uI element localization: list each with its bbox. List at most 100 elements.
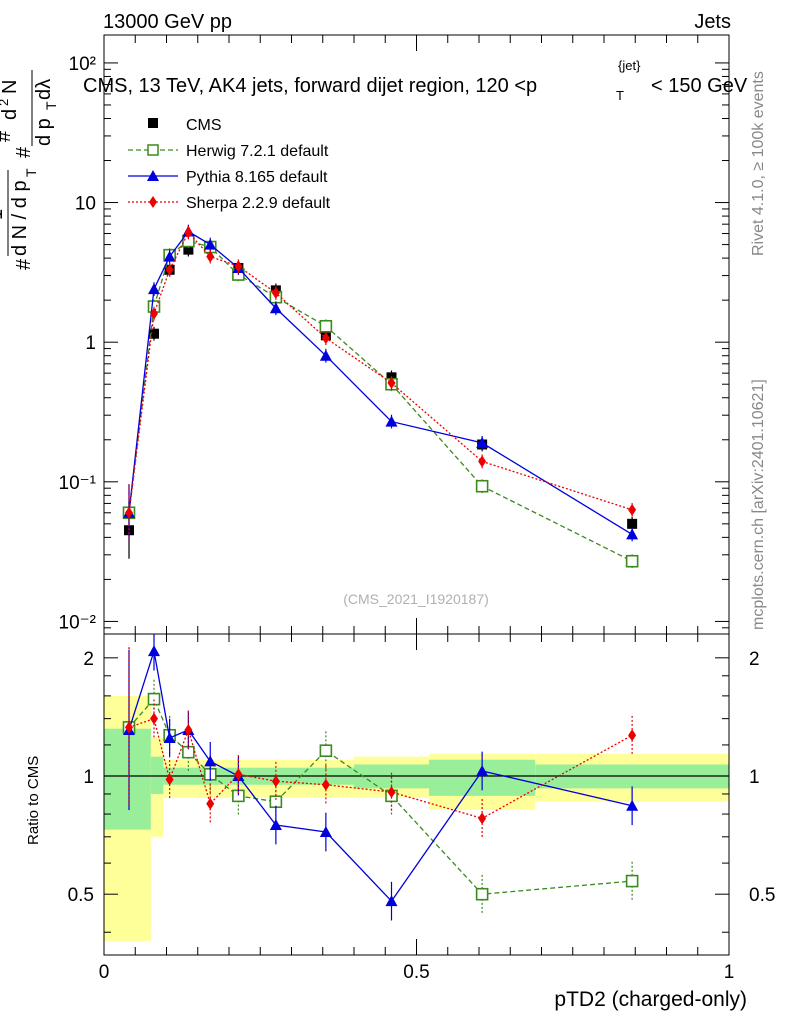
- svg-text:T: T: [616, 88, 624, 103]
- marker-sherpa: [387, 377, 396, 390]
- x-axis-label: pTD2 (charged-only): [554, 988, 747, 1011]
- svg-text:T: T: [23, 168, 39, 177]
- marker-pythia: [204, 238, 217, 250]
- marker-herwig: [269, 795, 283, 809]
- svg-text:CMS, 13 TeV, AK4 jets, forward: CMS, 13 TeV, AK4 jets, forward dijet reg…: [83, 75, 537, 97]
- svg-text:d N / d p: d N / d p: [9, 180, 31, 256]
- svg-text:CMS: CMS: [186, 117, 222, 134]
- svg-text:2: 2: [0, 99, 11, 106]
- svg-text:#: #: [13, 146, 35, 158]
- marker-sherpa: [150, 307, 158, 320]
- series-herwig-main: [122, 234, 639, 569]
- marker-herwig: [625, 874, 639, 888]
- marker-pythia: [476, 764, 489, 776]
- marker-sherpa: [628, 729, 637, 742]
- series-line-herwig: [128, 240, 633, 562]
- marker-pythia: [385, 895, 398, 907]
- band-inner: [104, 728, 151, 830]
- ratio-y-axis-label: Ratio to CMS: [25, 756, 42, 845]
- marker-herwig: [319, 744, 333, 758]
- svg-text:< 150 GeV: < 150 GeV: [651, 75, 748, 97]
- legend-item-sherpa: Sherpa 2.2.9 default: [128, 195, 331, 212]
- axes: 10⁻² 10⁻¹ 1 10 10² 0 0.5 1 0.5 0.5 1 1 2 2: [59, 34, 775, 983]
- marker-sherpa: [165, 773, 174, 786]
- series-sherpa-ratio: [125, 647, 637, 838]
- svg-text:{jet}: {jet}: [618, 58, 641, 73]
- marker-pythia: [269, 819, 282, 831]
- marker-sherpa: [271, 775, 280, 788]
- marker-cms: [627, 518, 638, 529]
- analysis-id: (CMS_2021_I1920187): [343, 591, 489, 607]
- series-line-sherpa: [128, 717, 633, 820]
- ratio-y-tick-label-right: 1: [749, 767, 760, 788]
- marker-pythia: [626, 528, 639, 540]
- main-y-tick-label: 10⁻¹: [59, 473, 97, 494]
- marker-pythia: [148, 645, 160, 657]
- ratio-y-tick-label-right: 0.5: [749, 885, 775, 906]
- legend: CMS Herwig 7.2.1 default Pythia 8.165 de…: [128, 117, 331, 212]
- legend-item-cms: CMS: [148, 117, 222, 134]
- series-sherpa-main: [125, 225, 637, 542]
- marker-sherpa: [321, 332, 330, 345]
- svg-text:d p: d p: [33, 118, 55, 146]
- header-left: 13000 GeV pp: [103, 11, 232, 33]
- marker-herwig: [625, 554, 639, 568]
- marker-sherpa: [234, 260, 243, 273]
- marker-herwig: [319, 319, 333, 333]
- ratio-y-tick-label: 1: [83, 767, 94, 788]
- x-tick-label: 0.5: [403, 962, 429, 983]
- svg-text:Herwig 7.2.1 default: Herwig 7.2.1 default: [186, 143, 329, 160]
- marker-pythia: [319, 826, 332, 838]
- svg-text:#: #: [0, 130, 15, 142]
- data-series: [122, 224, 639, 921]
- x-tick-label: 1: [724, 962, 735, 983]
- svg-text:Pythia 8.165 default: Pythia 8.165 default: [186, 169, 328, 186]
- marker-sherpa: [165, 263, 174, 276]
- svg-text:d: d: [0, 109, 21, 120]
- rivet-version-label: Rivet 4.1.0, ≥ 100k events: [750, 71, 767, 256]
- marker-sherpa: [125, 721, 133, 734]
- marker-sherpa: [206, 250, 215, 263]
- marker-pythia: [626, 799, 639, 811]
- marker-pythia: [319, 349, 332, 361]
- marker-herwig: [475, 887, 489, 901]
- mcplots-label: mcplots.cern.ch [arXiv:2401.10621]: [750, 379, 767, 630]
- marker-sherpa: [150, 712, 158, 725]
- band-inner: [150, 756, 164, 794]
- marker-pythia: [385, 415, 398, 427]
- series-line-pythia: [128, 230, 633, 535]
- marker-pythia: [269, 302, 282, 314]
- marker-herwig: [147, 692, 161, 706]
- marker-pythia: [163, 250, 176, 262]
- series-line-sherpa: [128, 231, 633, 513]
- marker-sherpa: [628, 503, 637, 516]
- marker-sherpa: [478, 455, 487, 468]
- svg-text:T: T: [43, 101, 59, 110]
- svg-text:#: #: [13, 258, 35, 270]
- svg-text:1: 1: [0, 209, 7, 220]
- marker-sherpa: [184, 226, 193, 239]
- main-y-tick-label: 10: [75, 194, 96, 215]
- marker-pythia: [148, 283, 160, 295]
- ratio-y-tick-label: 0.5: [68, 885, 94, 906]
- marker-sherpa: [125, 506, 133, 519]
- series-cms-main: [124, 240, 638, 559]
- svg-text:Sherpa 2.2.9 default: Sherpa 2.2.9 default: [186, 195, 331, 212]
- marker-pythia: [163, 731, 176, 743]
- marker-herwig: [475, 479, 489, 493]
- marker-sherpa: [206, 797, 215, 810]
- header-right: Jets: [694, 11, 731, 33]
- marker-sherpa: [478, 812, 487, 825]
- marker-sherpa: [234, 768, 243, 781]
- legend-item-herwig: Herwig 7.2.1 default: [128, 143, 329, 160]
- main-y-tick-label: 1: [85, 333, 96, 354]
- marker-pythia: [204, 755, 217, 767]
- x-tick-label: 0: [99, 962, 110, 983]
- ratio-uncertainty-bands: [104, 695, 729, 941]
- series-pythia-main: [123, 224, 639, 542]
- svg-text:dλ: dλ: [33, 79, 55, 100]
- legend-item-pythia: Pythia 8.165 default: [128, 169, 328, 186]
- marker-sherpa: [184, 723, 193, 736]
- marker-sherpa: [321, 778, 330, 791]
- main-y-tick-label: 10²: [69, 54, 96, 75]
